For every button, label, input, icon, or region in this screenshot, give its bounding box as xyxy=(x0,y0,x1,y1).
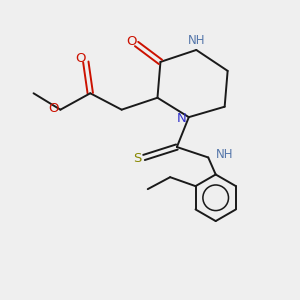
Text: NH: NH xyxy=(188,34,206,47)
Text: O: O xyxy=(75,52,86,65)
Text: NH: NH xyxy=(216,148,233,161)
Text: S: S xyxy=(133,152,142,165)
Text: N: N xyxy=(176,112,186,125)
Text: O: O xyxy=(126,35,136,48)
Text: O: O xyxy=(49,102,59,115)
